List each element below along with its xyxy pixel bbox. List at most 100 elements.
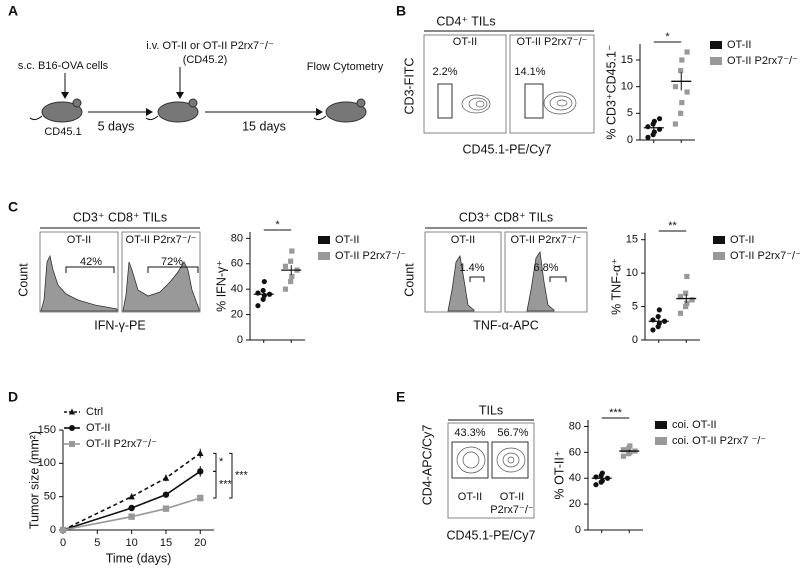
schematic-label: 5 days [98,119,135,133]
marker [288,258,294,264]
y-tick-label: 0 [50,524,56,536]
marker [684,89,690,95]
contour [556,99,568,107]
sample-label: OT-II P2rx7⁻/⁻ [126,234,197,246]
marker [289,273,295,280]
arrowhead [176,92,184,99]
gate [437,83,453,119]
marker [645,134,651,140]
significance: *** [235,470,249,482]
marker [59,526,67,534]
marker [282,286,289,292]
marker [677,310,684,316]
legend-label: coi. OT-II P2rx7 ⁻/⁻ [672,435,766,447]
legend-label: OT-II [86,422,110,434]
y-axis-label: % OT-II⁺ [552,451,566,500]
marker [655,313,661,320]
significance-bracket [213,452,217,472]
marker [684,300,690,306]
contour [543,91,577,115]
marker [69,425,75,431]
significance: *** [609,407,623,419]
axis-label: CD3-FITC [402,58,416,115]
sample-label: OT-II [458,491,482,503]
marker [656,320,662,326]
mouse [157,101,199,123]
histogram [122,261,200,312]
marker [593,482,599,488]
marker [282,263,289,269]
marker [197,468,204,475]
gate [524,83,544,119]
flow-panel: CD3⁺ CD8⁺ TILs OT-II OT-II P2rx7⁻/⁻ 1.4%… [402,210,588,332]
sample-label: OT-II P2rx7⁻/⁻ [511,234,582,246]
y-tick-label: 50 [44,491,56,503]
marker [620,447,627,453]
y-tick-label: 0 [575,524,581,536]
panel-letter: D [8,389,18,405]
schematic-label: CD45.1 [44,126,81,138]
y-tick-label: 0 [627,134,633,146]
gate-percent: 72% [161,256,183,268]
series-line [62,452,201,531]
contour [507,456,515,464]
sample-label: OT-II [67,234,91,246]
mouse-tail [145,115,159,121]
y-axis-label: % CD3⁺CD45.1⁻ [604,44,618,139]
marker [260,287,266,294]
panel-letter: B [396,3,406,19]
significance-bracket [229,452,233,499]
gate-percent: 2.2% [432,66,457,78]
legend-label: OT-II P2rx7⁻/⁻ [730,250,800,262]
marker [689,297,695,303]
contour [502,452,520,468]
legend-swatch [655,437,667,445]
flow-title: TILs [479,403,503,417]
legend-swatch [318,236,330,244]
marker [69,441,75,447]
y-tick-label: 5 [627,107,633,119]
y-tick-label: 20 [569,498,581,510]
contour [468,97,488,111]
legend-swatch [655,421,667,429]
flow-title: CD3⁺ CD8⁺ TILs [73,210,167,224]
marker [679,57,685,63]
x-axis-label: Time (days) [106,551,172,565]
marker [677,293,684,300]
contour [549,95,573,111]
gate [451,441,489,479]
marker [128,504,135,512]
y-tick-label: 40 [231,283,243,295]
significance-bracket [213,470,217,499]
sample-label: P2rx7⁻/⁻ [490,504,534,516]
marker [599,478,605,484]
legend-label: OT-II P2rx7⁻/⁻ [335,250,406,262]
schematic: s.c. B16-OVA cells CD45.1 5 days i.v. OT… [18,40,384,138]
marker [255,303,261,309]
marker [162,505,170,512]
sample-label: OT-II [451,234,475,246]
panel-letter: A [8,3,18,19]
panel-letter: C [8,199,18,215]
marker [678,68,684,74]
legend-swatch [713,236,725,244]
legend-swatch [713,252,725,260]
legend-label: OT-II P2rx7⁻/⁻ [727,55,798,67]
marker [128,492,135,500]
arrowhead [146,108,153,116]
legend-label: Ctrl [86,406,103,418]
marker [683,290,689,296]
legend-label: OT-II P2rx7⁻/⁻ [86,438,157,450]
mouse [325,101,367,123]
marker [651,118,657,124]
mouse [41,101,83,123]
flow-title: CD4⁺ TILs [436,14,495,28]
significance: * [219,456,224,468]
y-tick-label: 5 [632,300,638,312]
significance: * [665,31,670,43]
marker [672,84,679,90]
marker [162,491,170,498]
flow-title: CD3⁺ CD8⁺ TILs [459,210,553,224]
y-tick-label: 60 [569,446,581,458]
